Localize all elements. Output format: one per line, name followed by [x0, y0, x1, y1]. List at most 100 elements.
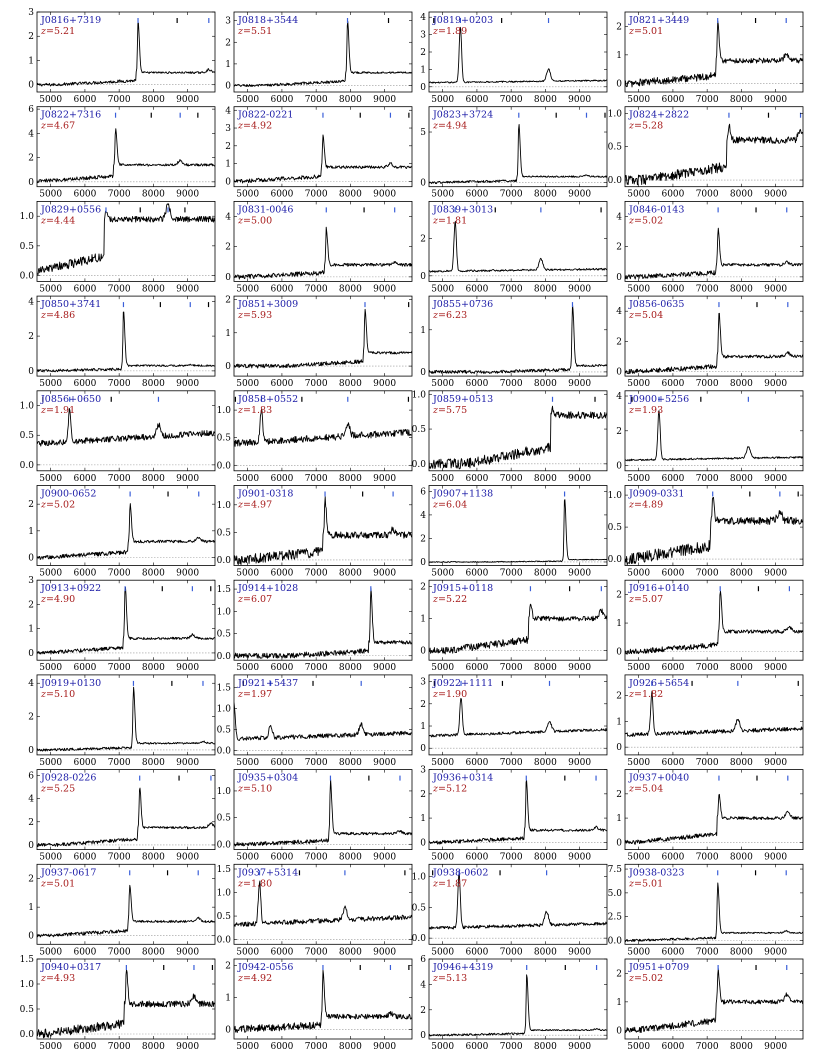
y-tick-label: 0.0 — [217, 461, 232, 471]
x-tick-label: 9000 — [568, 853, 591, 863]
y-tick-label: 2 — [28, 32, 34, 42]
panel-frame — [624, 958, 804, 1040]
x-tick-label: 7000 — [108, 284, 131, 294]
y-tick-label: 0 — [225, 1025, 231, 1035]
x-tick-label: 6000 — [465, 95, 488, 105]
y-tick-label: 0 — [225, 273, 231, 283]
x-tick-label: 5000 — [431, 474, 454, 484]
y-tick-label: 0 — [420, 83, 426, 93]
y-tick-label: 1 — [420, 814, 426, 824]
spectrum-line — [37, 311, 215, 373]
object-name: J0900+5256 — [628, 394, 689, 405]
object-name: J0928-0226 — [40, 773, 96, 784]
object-name: J0821+3449 — [628, 15, 689, 26]
x-tick-label: 5000 — [627, 569, 650, 579]
x-tick-label: 6000 — [465, 379, 488, 389]
y-tick-label: 2 — [616, 692, 622, 702]
x-tick-label: 5000 — [236, 95, 259, 105]
y-tick-label: 0.5 — [20, 1005, 35, 1015]
object-redshift: z=6.04 — [432, 500, 467, 511]
x-tick-label: 8000 — [142, 569, 165, 579]
x-tick-label: 5000 — [39, 1042, 62, 1052]
spectrum-line — [234, 408, 412, 447]
object-name: J0859+0513 — [432, 394, 493, 405]
x-tick-label: 8000 — [730, 190, 753, 200]
object-redshift: z=5.51 — [237, 26, 272, 37]
x-tick-label: 7000 — [500, 1042, 523, 1052]
x-tick-label: 6000 — [465, 758, 488, 768]
object-redshift: z=6.07 — [237, 594, 272, 605]
x-tick-label: 7000 — [305, 284, 328, 294]
x-tick-label: 8000 — [142, 1042, 165, 1052]
panel-frame — [233, 958, 413, 1040]
panel-frame — [233, 200, 413, 282]
spectrum-line — [429, 221, 607, 273]
x-tick-label: 5000 — [431, 853, 454, 863]
x-tick-label: 7000 — [500, 569, 523, 579]
x-tick-label: 8000 — [730, 853, 753, 863]
spectrum-line — [625, 882, 803, 942]
y-tick-label: 1.0 — [217, 406, 232, 416]
y-tick-label: 2 — [225, 295, 231, 305]
x-tick-label: 7000 — [305, 853, 328, 863]
x-tick-label: 5000 — [431, 569, 454, 579]
x-tick-label: 9000 — [568, 379, 591, 389]
y-tick-label: 0 — [28, 178, 34, 188]
x-tick-label: 9000 — [373, 758, 396, 768]
x-tick-label: 5000 — [236, 663, 259, 673]
spectrum-panel: 5000 6000 7000 8000 9000 0.0 0.5 1.0 J0938-0602z… — [412, 863, 608, 957]
y-tick-label: 2 — [28, 713, 34, 723]
panel-frame — [624, 11, 804, 93]
x-tick-label: 8000 — [534, 1042, 557, 1052]
y-tick-label: 4 — [616, 212, 622, 222]
y-tick-label: 0 — [28, 649, 34, 659]
x-tick-label: 5000 — [39, 758, 62, 768]
x-tick-label: 9000 — [373, 95, 396, 105]
object-redshift: z=1.89 — [432, 26, 467, 37]
x-tick-label: 6000 — [73, 190, 96, 200]
object-name: J0936+0314 — [432, 773, 493, 784]
spectrum-line — [429, 780, 607, 845]
y-tick-label: 0.0 — [217, 747, 232, 757]
x-tick-label: 6000 — [73, 95, 96, 105]
x-tick-label: 9000 — [373, 190, 396, 200]
x-tick-label: 8000 — [339, 1042, 362, 1052]
x-tick-label: 7000 — [500, 758, 523, 768]
x-tick-label: 8000 — [730, 947, 753, 957]
object-redshift: z=5.04 — [628, 784, 663, 795]
y-tick-label: 4 — [225, 212, 231, 222]
object-name: J0856-0635 — [628, 299, 684, 310]
x-tick-label: 9000 — [373, 1042, 396, 1052]
spectrum-panel: 5000 6000 7000 8000 9000 0.0 0.5 1.0 J0824+2822z… — [608, 106, 804, 200]
panel-frame — [36, 958, 216, 1040]
y-tick-label: 7.5 — [608, 865, 623, 875]
y-tick-label: 0.0 — [217, 840, 232, 850]
y-tick-label: 0 — [616, 462, 622, 472]
x-tick-label: 9000 — [176, 379, 199, 389]
spectrum-line — [429, 974, 607, 1037]
x-tick-label: 6000 — [73, 853, 96, 863]
x-tick-label: 8000 — [339, 474, 362, 484]
y-tick-label: 0.5 — [608, 143, 623, 153]
object-redshift: z=1.93 — [628, 405, 663, 416]
x-tick-label: 9000 — [373, 663, 396, 673]
spectrum-line — [625, 20, 803, 88]
x-tick-label: 9000 — [373, 379, 396, 389]
y-tick-label: 1 — [616, 717, 622, 727]
x-tick-label: 8000 — [534, 284, 557, 294]
panel-frame — [36, 769, 216, 850]
x-tick-label: 5000 — [236, 758, 259, 768]
spectrum-line — [625, 590, 803, 655]
object-redshift: z=1.87 — [432, 878, 467, 889]
x-tick-label: 7000 — [108, 663, 131, 673]
x-tick-label: 7000 — [500, 95, 523, 105]
x-tick-label: 9000 — [373, 947, 396, 957]
x-tick-label: 6000 — [73, 569, 96, 579]
x-tick-label: 5000 — [39, 474, 62, 484]
object-redshift: z=5.07 — [628, 594, 663, 605]
panel-frame — [428, 106, 608, 188]
